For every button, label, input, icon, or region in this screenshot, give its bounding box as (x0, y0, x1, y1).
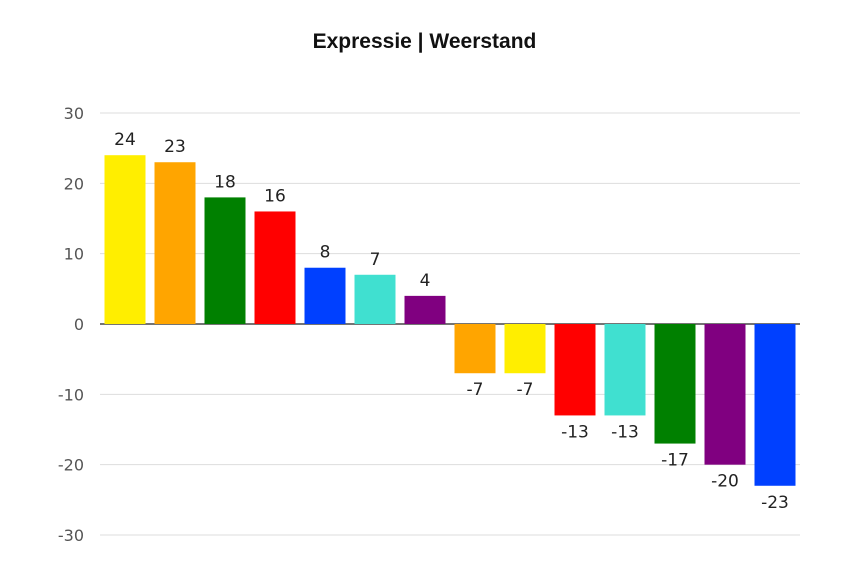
y-tick-label: -30 (58, 526, 84, 545)
data-label: -23 (761, 493, 789, 513)
data-label: -13 (561, 422, 589, 442)
bar (304, 267, 346, 324)
data-label: 23 (164, 137, 186, 157)
y-tick-label: -10 (58, 385, 84, 404)
y-tick-label: 30 (64, 104, 84, 123)
bar (404, 295, 446, 324)
bar (154, 162, 196, 324)
y-tick-label: 0 (74, 315, 84, 334)
data-label: -20 (711, 472, 739, 492)
y-tick-label: 10 (64, 245, 84, 264)
data-label: 24 (114, 130, 136, 150)
bar (654, 324, 696, 444)
bar (604, 324, 646, 416)
bar (754, 324, 796, 486)
data-label: 16 (264, 186, 286, 206)
data-label: -17 (661, 451, 689, 471)
data-label: 18 (214, 172, 236, 192)
bar (354, 274, 396, 324)
data-label: -13 (611, 422, 639, 442)
bar (204, 197, 246, 324)
data-label: 4 (420, 271, 431, 291)
data-label: -7 (467, 380, 484, 400)
data-label: 8 (320, 243, 331, 263)
bar (554, 324, 596, 416)
y-tick-label: -20 (58, 456, 84, 475)
y-tick-label: 20 (64, 174, 84, 193)
bar (704, 324, 746, 465)
data-label: -7 (517, 380, 534, 400)
bar (454, 324, 496, 374)
bar (254, 211, 296, 324)
data-label: 7 (370, 250, 381, 270)
chart-title: Expressie | Weerstand (312, 30, 537, 53)
bar (104, 155, 146, 324)
bar (504, 324, 546, 374)
